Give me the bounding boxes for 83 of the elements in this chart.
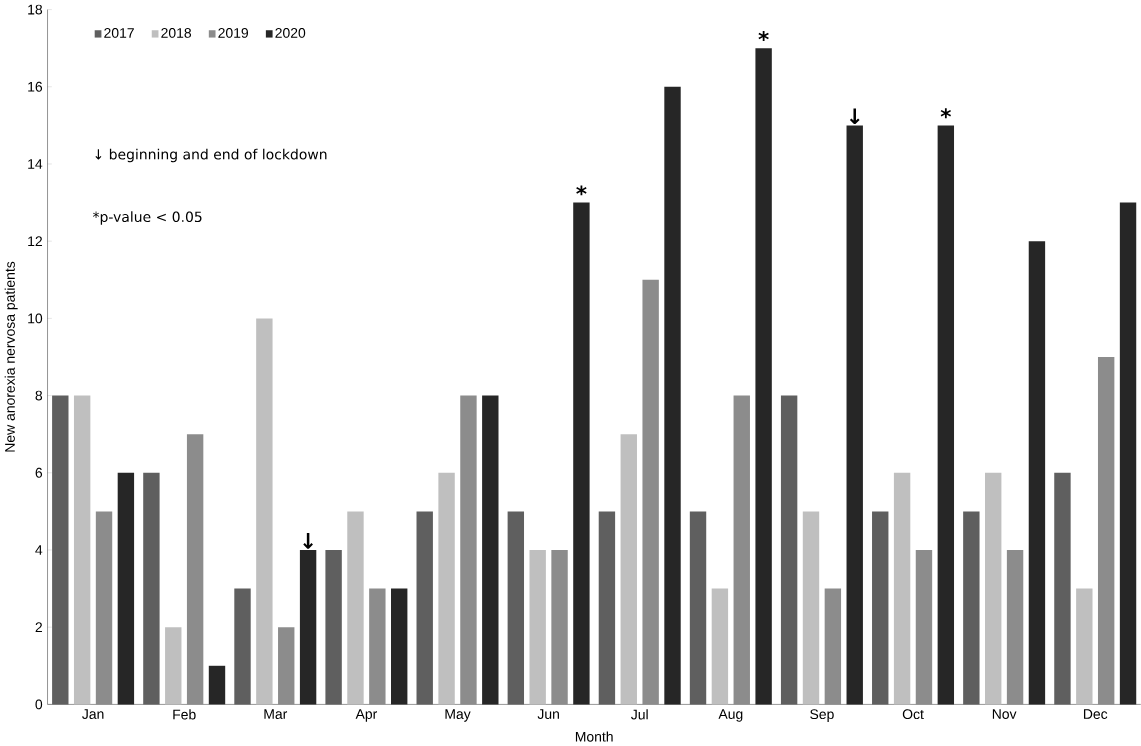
bar [620,434,637,705]
bar [529,549,546,705]
x-tick-label: Feb [173,709,196,720]
y-tick-label: 4 [35,545,43,555]
bar [733,395,750,705]
legend-label: 2018 [161,27,192,38]
bar [299,549,317,705]
bar [482,395,499,705]
x-tick-label: Jul [631,709,648,720]
bar [642,279,659,705]
bar [872,511,889,705]
bar [824,588,842,705]
bar [507,511,525,705]
bar [551,549,568,705]
bar [1054,472,1071,705]
bar [846,125,863,705]
bar [915,549,933,705]
x-tick-label: Sep [810,709,834,722]
legend-label: 2020 [275,27,306,38]
bar [325,549,342,705]
bar [416,511,433,705]
bar [208,665,226,705]
y-tick-label: 8 [35,390,43,401]
annotation: ↓ [849,108,860,124]
annotation: * [576,185,587,196]
x-tick-label: Jan [82,709,104,719]
bar [234,588,251,705]
bar [985,472,1002,705]
bar [893,472,911,705]
x-tick-label: Apr [355,709,378,722]
y-tick-label: 12 [28,236,42,246]
bar [963,511,980,705]
y-tick-label: 16 [28,81,43,92]
annotation: * [758,30,769,41]
bar [780,395,798,705]
bar [347,511,364,705]
bar [664,86,681,705]
bar [117,472,135,705]
bar [1119,202,1137,705]
y-tick-label: 6 [35,467,43,478]
bar [186,434,204,705]
y-tick-label: 18 [28,4,43,15]
legend-label: 2019 [218,27,249,38]
x-tick-label: Dec [1083,709,1108,719]
x-tick-label: Oct [902,709,924,719]
y-tick-label: 2 [35,622,42,632]
bar [1097,356,1115,705]
x-tick-label: Mar [264,709,288,719]
y-tick-label: 14 [28,159,43,169]
bar [1006,549,1024,705]
y-axis-title: New anorexia nervosa patients [4,261,18,452]
bar [937,125,955,705]
bar [278,627,295,705]
bar [256,318,273,705]
bar [802,511,820,705]
bar [711,588,729,705]
y-tick-label: 0 [35,699,43,710]
bar [391,588,408,705]
x-axis-title: Month [575,731,613,742]
bar [598,511,616,705]
x-tick-label: May [445,709,471,722]
annotation: * [940,108,952,118]
bar [369,588,386,705]
bar [143,472,160,705]
bar [573,202,590,705]
x-tick-label: Nov [992,709,1017,719]
bar [73,395,91,705]
annotation: ↓ beginning and end of lockdown [95,148,327,163]
legend-label: 2017 [104,27,134,38]
y-tick-label: 10 [28,313,43,324]
bar [1028,241,1046,705]
bar [755,48,772,705]
bar [95,511,113,705]
bar [438,472,455,705]
x-tick-label: Aug [718,709,743,722]
bar [1076,588,1093,705]
annotation: *p-value < 0.05 [92,211,202,225]
x-tick-label: Jun [537,709,559,719]
bar [52,395,69,705]
bar [689,511,707,705]
annotation: ↓ [303,532,313,549]
bar [460,395,477,705]
bar [165,627,182,705]
